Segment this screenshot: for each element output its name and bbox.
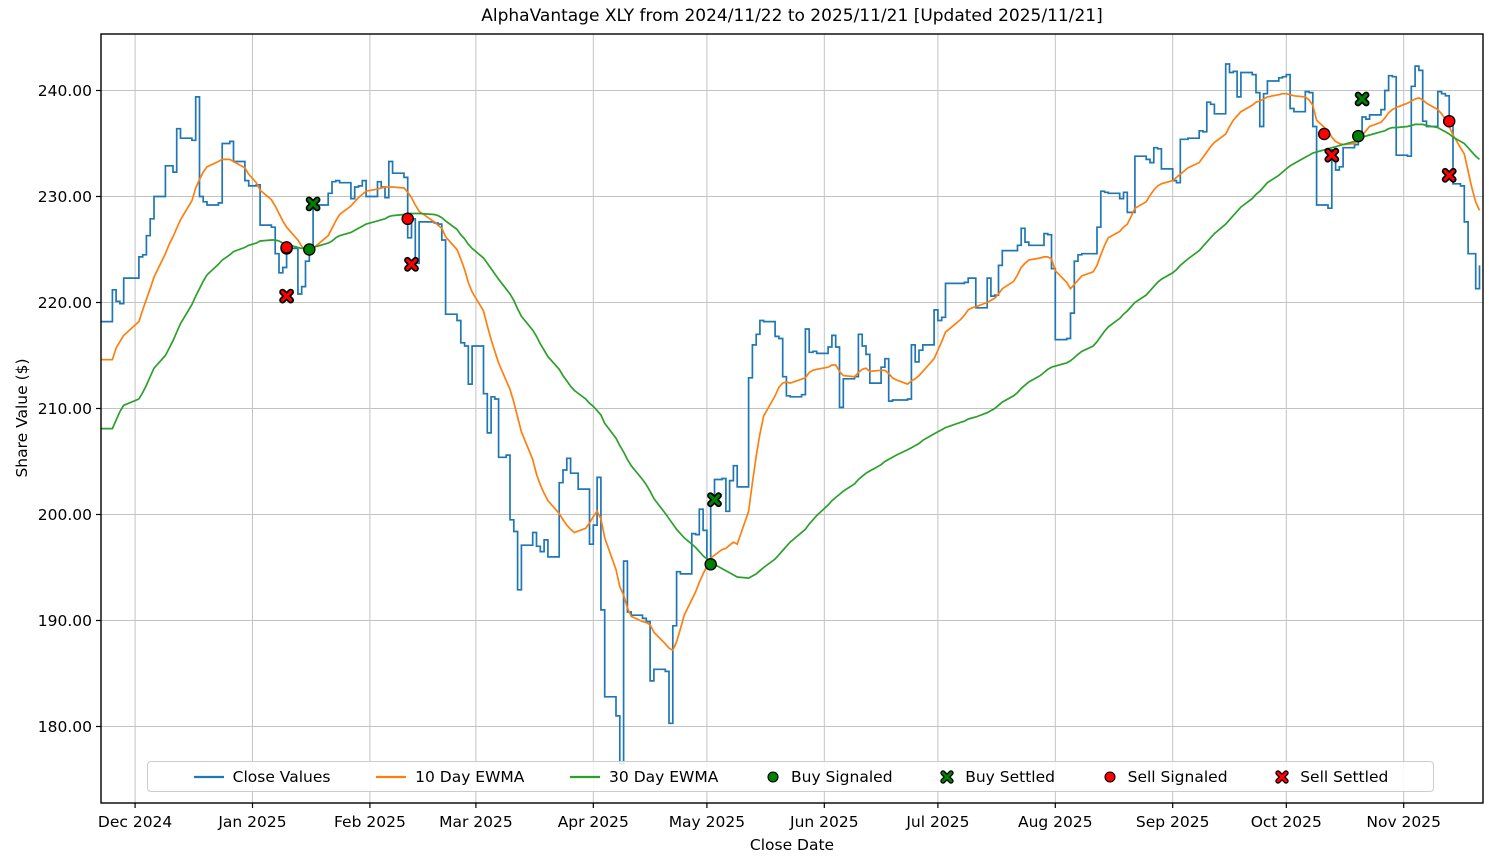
buy-settled-marker-icon xyxy=(940,769,954,784)
x-tick-label: Feb 2025 xyxy=(334,813,406,831)
legend-label: Close Values xyxy=(232,767,331,786)
legend-item-30-day-ewma: 30 Day EWMA xyxy=(569,768,718,786)
marker-buy-signaled xyxy=(1352,129,1365,143)
series-10-day-ewma xyxy=(101,92,1481,652)
buy-signaled-marker-icon xyxy=(767,770,779,783)
close-values-line-icon xyxy=(193,775,224,778)
x-tick-label: Nov 2025 xyxy=(1366,813,1441,831)
axes-box xyxy=(100,33,1484,804)
legend-item-sell-settled: Sell Settled xyxy=(1272,768,1388,786)
y-tick-label: 200.00 xyxy=(38,506,92,524)
legend-label: 10 Day EWMA xyxy=(415,767,525,786)
legend-item-buy-settled: Buy Settled xyxy=(937,768,1055,786)
chart-title: AlphaVantage XLY from 2024/11/22 to 2025… xyxy=(481,6,1103,26)
x-tick-label: Dec 2024 xyxy=(98,813,172,831)
marker-sell-settled xyxy=(1443,169,1455,181)
legend-label: Buy Settled xyxy=(965,767,1055,786)
y-tick-label: 230.00 xyxy=(38,188,92,206)
ewma-30-line-icon xyxy=(570,775,601,778)
ewma-10-line-icon xyxy=(376,775,407,778)
marker-sell-signaled xyxy=(1442,114,1456,128)
y-tick-label: 210.00 xyxy=(38,400,92,418)
x-tick-label: Jan 2025 xyxy=(217,813,286,831)
y-tick-label: 180.00 xyxy=(38,718,92,736)
x-tick-label: Apr 2025 xyxy=(558,813,629,831)
marker-buy-settled xyxy=(1356,93,1368,105)
x-tick-label: May 2025 xyxy=(669,813,745,831)
x-tick-label: Mar 2025 xyxy=(439,813,513,831)
marker-buy-settled xyxy=(307,198,319,210)
marker-sell-settled xyxy=(280,290,293,302)
marker-sell-signaled xyxy=(280,241,293,254)
marker-sell-settled xyxy=(1326,149,1338,161)
legend-label: Sell Settled xyxy=(1300,767,1389,786)
sell-signaled-marker-icon xyxy=(1104,770,1116,783)
x-tick-label: Oct 2025 xyxy=(1251,813,1322,831)
x-tick-label: Jul 2025 xyxy=(905,813,969,831)
y-tick-label: 190.00 xyxy=(38,612,92,630)
x-axis-label: Close Date xyxy=(749,836,835,854)
y-tick-label: 240.00 xyxy=(38,82,92,100)
marker-buy-signaled xyxy=(303,243,316,256)
x-tick-label: Aug 2025 xyxy=(1018,813,1093,831)
legend-item-sell-signaled: Sell Signaled xyxy=(1100,768,1228,786)
legend: Close Values 10 Day EWMA 30 Day EWMA Buy Si… xyxy=(147,761,1434,792)
legend-label: Sell Signaled xyxy=(1127,767,1228,786)
legend-item-buy-signaled: Buy Signaled xyxy=(763,768,893,786)
x-tick-label: Jun 2025 xyxy=(789,813,859,831)
legend-label: 30 Day EWMA xyxy=(609,767,719,786)
legend-item-10-day-ewma: 10 Day EWMA xyxy=(375,768,524,786)
marker-buy-settled xyxy=(708,494,721,506)
series-30-day-ewma xyxy=(101,123,1481,579)
y-axis-label: Share Value ($) xyxy=(13,358,31,478)
marker-sell-signaled xyxy=(1317,127,1331,141)
sell-settled-marker-icon xyxy=(1275,769,1289,784)
series-close-values xyxy=(101,63,1481,765)
legend-label: Buy Signaled xyxy=(790,767,893,786)
x-tick-label: Sep 2025 xyxy=(1136,813,1210,831)
marker-buy-signaled xyxy=(704,558,717,571)
legend-item-close-values: Close Values xyxy=(193,767,331,786)
marker-sell-signaled xyxy=(401,212,414,226)
y-tick-label: 220.00 xyxy=(38,294,92,312)
marker-sell-settled xyxy=(405,258,418,270)
